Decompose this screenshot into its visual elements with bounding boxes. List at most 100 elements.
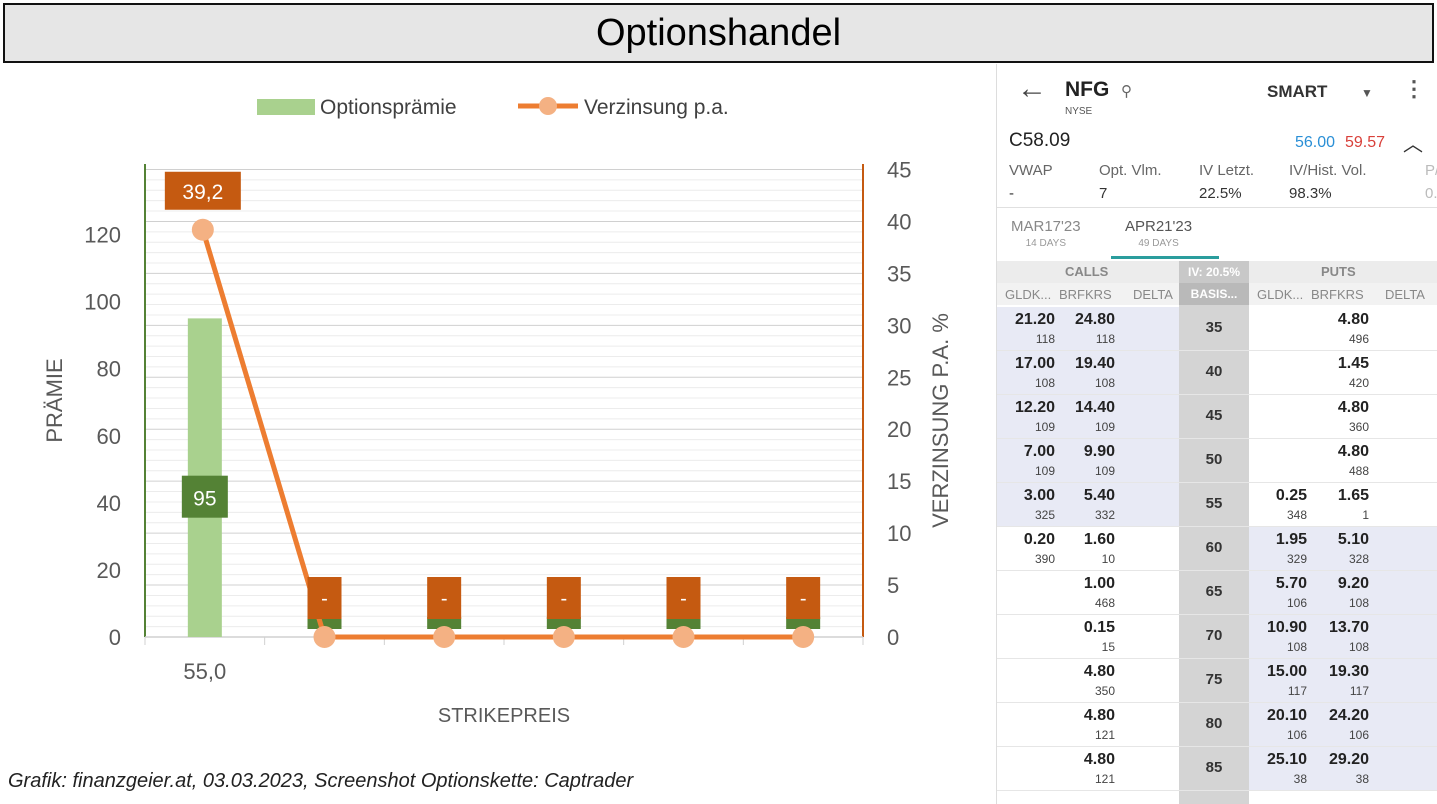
- call-ask[interactable]: 19.40: [1074, 355, 1115, 372]
- col-header-put-bid[interactable]: GLDK...: [1257, 287, 1304, 302]
- call-bid[interactable]: 17.00: [1014, 355, 1055, 372]
- put-ask[interactable]: 9.20: [1337, 575, 1369, 592]
- x-axis-title: STRIKEPREIS: [438, 705, 570, 727]
- chevron-up-icon[interactable]: ︿: [1403, 134, 1423, 156]
- legend-label-bar: Optionsprämie: [320, 96, 457, 119]
- put-ask-size: 420: [1348, 376, 1369, 390]
- bar-data-label-box: [666, 617, 701, 629]
- call-bid-size: 109: [1034, 464, 1055, 478]
- option-chain-row[interactable]: 17.00 108 19.40 108 40 1.45 420: [997, 351, 1437, 395]
- call-ask[interactable]: 9.90: [1083, 443, 1115, 460]
- y-axis-title: PRÄMIE: [42, 358, 67, 442]
- put-bid[interactable]: 1.95: [1275, 531, 1307, 548]
- put-ask[interactable]: 4.80: [1337, 311, 1369, 328]
- option-chain-row[interactable]: 0.20 390 1.60 10 60 1.95 329 5.10 328: [997, 527, 1437, 571]
- expiry-label: APR21'23: [1125, 218, 1193, 235]
- call-ask[interactable]: 1.00: [1083, 575, 1115, 592]
- route-selector[interactable]: SMART: [1267, 82, 1328, 101]
- col-header-put-ask[interactable]: BRFKRS: [1311, 287, 1364, 302]
- strike-price[interactable]: 75: [1205, 671, 1223, 688]
- option-chain-row[interactable]: 4.80 121 85 25.10 38 29.20 38: [997, 747, 1437, 791]
- legend-swatch-marker: [539, 97, 557, 115]
- call-bid[interactable]: 3.00: [1023, 487, 1055, 504]
- put-ask[interactable]: 4.80: [1337, 399, 1369, 416]
- call-ask[interactable]: 24.80: [1074, 311, 1115, 328]
- put-bid[interactable]: 10.90: [1266, 619, 1307, 636]
- strike-price[interactable]: 60: [1205, 539, 1223, 556]
- stat-label-vwap: VWAP: [1009, 162, 1053, 179]
- col-header-call-delta[interactable]: DELTA: [1133, 287, 1173, 302]
- call-ask[interactable]: 4.80: [1083, 707, 1115, 724]
- y2-tick-label: 40: [887, 209, 911, 234]
- tab-expiry-mar17[interactable]: MAR17'23 14 DAYS: [1011, 218, 1081, 249]
- put-ask[interactable]: 29.20: [1328, 751, 1369, 768]
- put-ask[interactable]: 19.30: [1328, 663, 1369, 680]
- puts-label: PUTS: [1321, 264, 1356, 279]
- option-chain-row[interactable]: 7.00 109 9.90 109 50 4.80 488: [997, 439, 1437, 483]
- line-marker: [672, 626, 695, 648]
- arrow-left-icon[interactable]: ←: [1017, 72, 1047, 105]
- col-header-strike[interactable]: BASIS...: [1179, 283, 1249, 305]
- bar-data-label-box: [546, 617, 581, 629]
- y-tick-label: 20: [97, 558, 121, 583]
- put-cell-bg: [1249, 703, 1437, 746]
- y2-tick-label: 20: [887, 417, 911, 442]
- y2-tick-label: 45: [887, 158, 911, 183]
- strike-price[interactable]: 35: [1205, 319, 1223, 336]
- kebab-menu-icon[interactable]: ⋮: [1403, 76, 1425, 101]
- stat-label-iv-hist: IV/Hist. Vol.: [1289, 162, 1367, 179]
- chevron-down-icon[interactable]: ▼: [1361, 86, 1373, 100]
- put-ask[interactable]: 1.45: [1337, 355, 1369, 372]
- option-chain-row[interactable]: 0.15 15 70 10.90 108 13.70 108: [997, 615, 1437, 659]
- col-header-put-delta[interactable]: DELTA: [1385, 287, 1425, 302]
- option-chain-row[interactable]: 4.80 350 75 15.00 117 19.30 117: [997, 659, 1437, 703]
- line-marker: [191, 218, 214, 241]
- call-bid-size: 325: [1034, 508, 1055, 522]
- call-ask[interactable]: 1.60: [1083, 531, 1115, 548]
- col-header-call-bid[interactable]: GLDK...: [1005, 287, 1052, 302]
- call-ask[interactable]: 14.40: [1074, 399, 1115, 416]
- strike-price[interactable]: 70: [1205, 627, 1223, 644]
- col-header-call-ask[interactable]: BRFKRS: [1059, 287, 1112, 302]
- put-bid[interactable]: 15.00: [1266, 663, 1307, 680]
- ticker-symbol[interactable]: NFG: [1065, 78, 1110, 101]
- option-chain-row[interactable]: 21.20 118 24.80 118 35 4.80 496: [997, 307, 1437, 351]
- strike-price[interactable]: 85: [1205, 759, 1223, 776]
- call-bid[interactable]: 7.00: [1023, 443, 1055, 460]
- search-icon[interactable]: ⚲: [1121, 83, 1132, 100]
- strike-price[interactable]: 55: [1205, 495, 1223, 512]
- option-chain-row[interactable]: 4.80 121 80 20.10 106 24.20 106: [997, 703, 1437, 747]
- put-ask[interactable]: 4.80: [1337, 443, 1369, 460]
- put-ask[interactable]: 5.10: [1337, 531, 1369, 548]
- call-bid[interactable]: 12.20: [1014, 399, 1055, 416]
- strike-price[interactable]: 50: [1205, 451, 1223, 468]
- call-ask[interactable]: 4.80: [1083, 663, 1115, 680]
- put-bid[interactable]: 20.10: [1266, 707, 1307, 724]
- option-chain-row[interactable]: 12.20 109 14.40 109 45 4.80 360: [997, 395, 1437, 439]
- put-ask[interactable]: 13.70: [1328, 619, 1369, 636]
- option-chain-row[interactable]: 1.00 468 65 5.70 106 9.20 108: [997, 571, 1437, 615]
- strike-price[interactable]: 40: [1205, 363, 1223, 380]
- call-cell-bg: [997, 395, 1179, 438]
- strike-price[interactable]: 65: [1205, 583, 1223, 600]
- put-ask[interactable]: 24.20: [1328, 707, 1369, 724]
- line-data-label-box: [786, 577, 821, 619]
- option-chain-row[interactable]: 3.00 325 5.40 332 55 0.25 348 1.65 1: [997, 483, 1437, 527]
- put-bid[interactable]: 0.25: [1275, 487, 1307, 504]
- put-ask[interactable]: 1.65: [1337, 487, 1369, 504]
- put-bid[interactable]: 5.70: [1275, 575, 1307, 592]
- line-data-label: -: [321, 588, 328, 610]
- call-bid[interactable]: 21.20: [1014, 311, 1055, 328]
- bar-data-label-box: [181, 475, 228, 518]
- strike-price[interactable]: 45: [1205, 407, 1223, 424]
- line-data-label-box: [546, 577, 581, 619]
- y2-tick-label: 15: [887, 469, 911, 494]
- call-ask[interactable]: 0.15: [1083, 619, 1115, 636]
- call-ask[interactable]: 5.40: [1083, 487, 1115, 504]
- tab-expiry-apr21[interactable]: APR21'23 49 DAYS: [1125, 218, 1192, 249]
- call-bid[interactable]: 0.20: [1023, 531, 1055, 548]
- call-ask[interactable]: 4.80: [1083, 751, 1115, 768]
- put-bid[interactable]: 25.10: [1266, 751, 1307, 768]
- put-ask-size: 108: [1348, 640, 1369, 654]
- strike-price[interactable]: 80: [1205, 715, 1223, 732]
